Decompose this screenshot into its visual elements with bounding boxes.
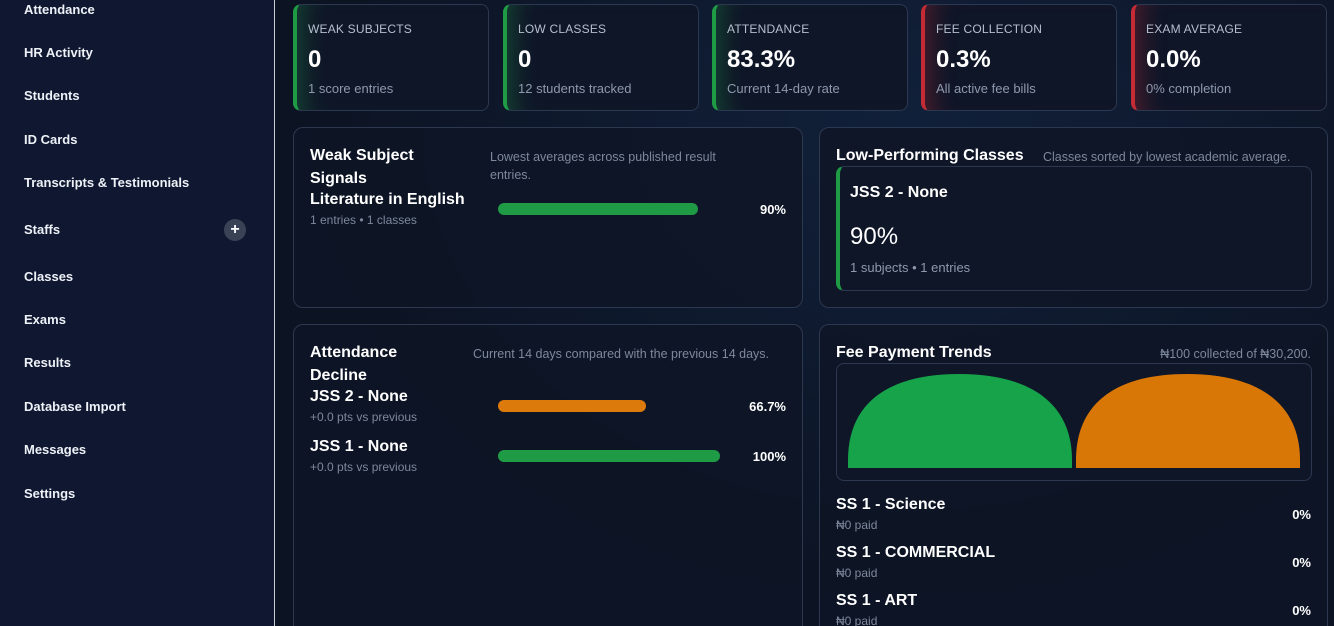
sidebar-item-students[interactable]: Students — [24, 88, 80, 103]
sidebar-item-messages[interactable]: Messages — [24, 442, 87, 457]
sidebar-item-label: Staffs — [24, 222, 61, 237]
panel-title: Fee Payment Trends — [836, 344, 992, 361]
fee-trends-panel: Fee Payment Trends ₦100 collected of ₦30… — [819, 324, 1328, 626]
sidebar-item-transcripts[interactable]: Transcripts & Testimonials — [24, 175, 190, 190]
sidebar-item-staffs[interactable]: Staffs + — [24, 219, 246, 241]
stat-label: LOW CLASSES — [518, 22, 607, 36]
fee-paid-amount: ₦0 paid — [836, 566, 878, 580]
sidebar-item-attendance[interactable]: Attendance — [24, 2, 95, 17]
attendance-delta: +0.0 pts vs previous — [310, 410, 418, 424]
panel-description: Lowest averages across published result … — [490, 150, 716, 182]
class-name: JSS 2 - None — [850, 184, 948, 201]
class-name: JSS 1 - None — [310, 438, 408, 455]
fee-chart-svg — [848, 374, 1300, 468]
stat-sub: 1 score entries — [308, 81, 394, 96]
stat-label: EXAM AVERAGE — [1146, 22, 1243, 36]
progress-bar — [498, 203, 720, 215]
plus-icon[interactable]: + — [224, 219, 246, 241]
fee-dome-outstanding — [1076, 374, 1300, 468]
panel-description: Current 14 days compared with the previo… — [473, 347, 769, 361]
class-name: JSS 2 - None — [310, 388, 408, 405]
class-average: 90% — [850, 223, 899, 250]
stat-card-exam-average: EXAM AVERAGE 0.0% 0% completion — [1131, 4, 1327, 111]
fee-class-name: SS 1 - COMMERCIAL — [836, 544, 996, 561]
class-meta: 1 subjects • 1 entries — [850, 260, 971, 275]
low-classes-panel: Low-Performing Classes Classes sorted by… — [819, 127, 1328, 308]
subject-meta: 1 entries • 1 classes — [310, 213, 417, 227]
main-content: WEAK SUBJECTS 0 1 score entries LOW CLAS… — [275, 0, 1334, 626]
stat-sub: Current 14-day rate — [727, 81, 840, 96]
stat-card-fee-collection: FEE COLLECTION 0.3% All active fee bills — [921, 4, 1117, 111]
subject-name: Literature in English — [310, 191, 465, 208]
sidebar-item-classes[interactable]: Classes — [24, 269, 74, 284]
progress-value: 66.7% — [749, 399, 786, 414]
stat-card-attendance: ATTENDANCE 83.3% Current 14-day rate — [712, 4, 908, 111]
panel-description: Classes sorted by lowest academic averag… — [1043, 150, 1291, 164]
sidebar: Attendance HR Activity Students ID Cards… — [0, 0, 275, 626]
fee-chart — [836, 363, 1312, 481]
stat-value: 0.3% — [936, 46, 991, 73]
fee-dome-paid — [848, 374, 1072, 468]
stat-label: FEE COLLECTION — [936, 22, 1043, 36]
stat-sub: All active fee bills — [936, 81, 1036, 96]
progress-bar — [498, 400, 720, 412]
fee-percent: 0% — [1292, 603, 1311, 618]
attendance-delta: +0.0 pts vs previous — [310, 460, 418, 474]
fee-percent: 0% — [1292, 555, 1311, 570]
progress-value: 100% — [752, 449, 786, 464]
sidebar-item-results[interactable]: Results — [24, 355, 71, 370]
sidebar-item-exams[interactable]: Exams — [24, 312, 66, 327]
progress-bar — [498, 450, 720, 462]
sidebar-item-hr-activity[interactable]: HR Activity — [24, 45, 93, 60]
progress-fill — [498, 450, 720, 462]
class-card[interactable]: JSS 2 - None 90% 1 subjects • 1 entries — [836, 166, 1312, 291]
fee-paid-amount: ₦0 paid — [836, 518, 878, 532]
panel-title: Attendance Decline — [310, 344, 398, 384]
fee-class-name: SS 1 - Science — [836, 496, 946, 513]
panel-title: Weak Subject Signals — [310, 147, 414, 187]
progress-fill — [498, 400, 646, 412]
stat-label: ATTENDANCE — [727, 22, 810, 36]
panel-title: Low-Performing Classes — [836, 147, 1024, 164]
stat-sub: 0% completion — [1146, 81, 1232, 96]
sidebar-item-id-cards[interactable]: ID Cards — [24, 132, 78, 147]
progress-value: 90% — [759, 202, 786, 217]
progress-fill — [498, 203, 698, 215]
stat-sub: 12 students tracked — [518, 81, 632, 96]
stat-label: WEAK SUBJECTS — [308, 22, 412, 36]
sidebar-item-database-import[interactable]: Database Import — [24, 399, 126, 414]
stat-value: 83.3% — [727, 46, 796, 73]
stat-value: 0.0% — [1146, 46, 1201, 73]
fee-class-name: SS 1 - ART — [836, 592, 918, 609]
fee-paid-amount: ₦0 paid — [836, 614, 878, 626]
sidebar-item-settings[interactable]: Settings — [24, 486, 76, 501]
stat-value: 0 — [518, 46, 532, 73]
weak-subject-panel: Weak Subject Signals Lowest averages acr… — [293, 127, 803, 308]
attendance-decline-panel: Attendance Decline Current 14 days compa… — [293, 324, 803, 626]
stat-value: 0 — [308, 46, 322, 73]
panel-description: ₦100 collected of ₦30,200. — [1160, 347, 1311, 361]
stat-card-weak-subjects: WEAK SUBJECTS 0 1 score entries — [293, 4, 489, 111]
stat-card-low-classes: LOW CLASSES 0 12 students tracked — [503, 4, 699, 111]
fee-percent: 0% — [1292, 507, 1311, 522]
